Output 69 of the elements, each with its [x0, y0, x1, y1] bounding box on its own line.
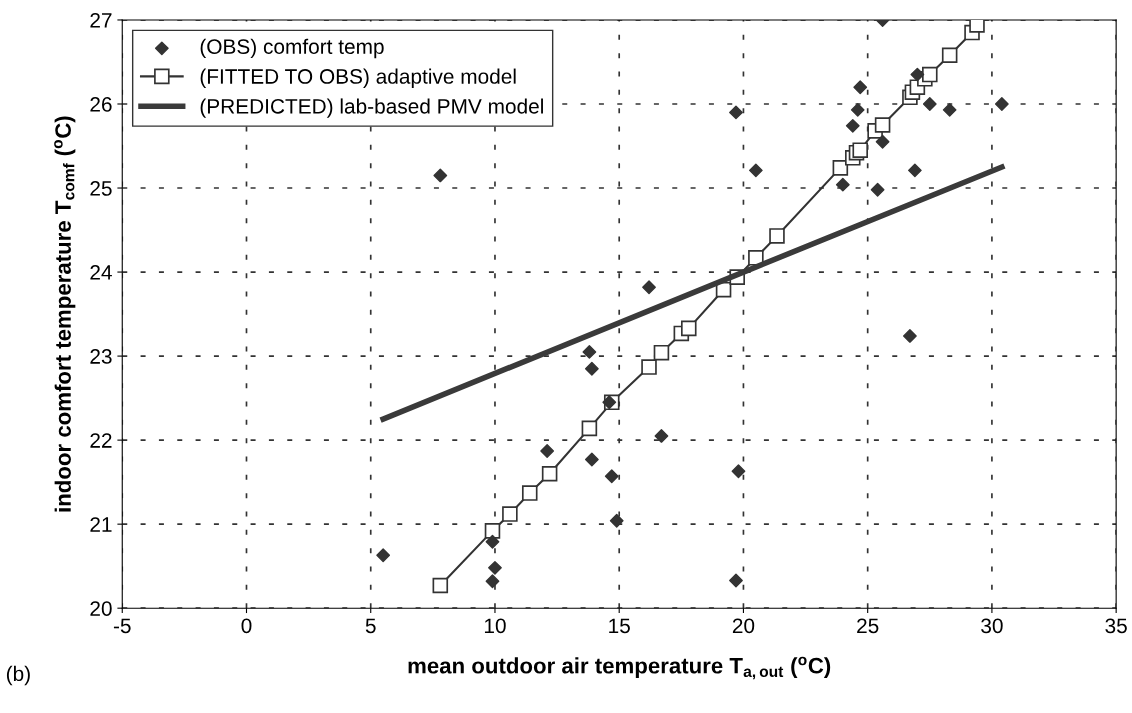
x-tick-label: 0 [241, 618, 252, 634]
y-tick-label: 20 [90, 601, 112, 616]
point [769, 228, 785, 244]
point [484, 523, 501, 539]
y-tick-label: 24 [90, 265, 112, 280]
point [653, 344, 670, 361]
point [853, 80, 868, 95]
point [604, 469, 619, 484]
point [748, 249, 764, 266]
point [870, 182, 885, 197]
point [581, 420, 598, 437]
point [642, 280, 656, 295]
x-tick-label: 10 [484, 618, 506, 634]
x-tick-label: 30 [981, 618, 1003, 634]
x-tick-label: 15 [609, 618, 630, 634]
point [433, 168, 448, 183]
y-tick-label: 26 [90, 97, 112, 112]
point [852, 142, 869, 158]
point [376, 548, 391, 563]
point [941, 47, 958, 64]
point [609, 513, 624, 528]
point [922, 66, 938, 83]
x-tick-label: 20 [732, 618, 755, 634]
x-tick-label: -5 [113, 618, 131, 634]
point [748, 163, 763, 178]
point [432, 577, 449, 594]
point [584, 452, 599, 467]
point [731, 464, 746, 479]
point [994, 97, 1009, 111]
point [540, 444, 555, 458]
point [502, 506, 518, 522]
point [654, 429, 669, 443]
point [850, 102, 865, 117]
point [680, 320, 697, 337]
y-tick-label: 21 [90, 517, 112, 532]
y-axis-title: indoor comfort temperature T$_{comf}$ ($^{o}$C) [54, 116, 76, 512]
point [969, 19, 985, 33]
legend-label: (FITTED TO OBS) adaptive model [200, 68, 516, 88]
point [942, 102, 957, 117]
point [729, 105, 743, 120]
point [488, 560, 502, 575]
point [874, 117, 891, 133]
point [584, 361, 599, 376]
point [903, 329, 917, 343]
point [641, 359, 657, 375]
point [485, 534, 500, 549]
point [922, 97, 937, 111]
point [541, 465, 558, 482]
point [729, 573, 743, 588]
y-tick-label: 23 [90, 349, 112, 364]
text: (b) [6, 665, 30, 686]
legend-label: (PREDICTED) lab-based PMV model [200, 98, 543, 118]
x-axis-title: mean outdoor air temperature T$_{a,out}$ ($^{o}$C) [408, 656, 831, 680]
x-tick-label: 25 [857, 618, 879, 634]
point [485, 574, 500, 589]
y-tick-label: 25 [90, 181, 112, 196]
point [582, 344, 597, 359]
point [907, 163, 922, 178]
point [910, 67, 925, 82]
legend-label: (OBS) comfort temp [200, 38, 384, 59]
point [835, 177, 850, 192]
x-tick-label: 5 [365, 618, 376, 634]
point [521, 485, 538, 501]
x-tick-label: 35 [1105, 618, 1127, 634]
point [832, 160, 849, 176]
point [875, 134, 890, 149]
y-tick-label: 27 [90, 12, 112, 28]
y-tick-label: 22 [90, 433, 112, 448]
point [845, 118, 860, 133]
